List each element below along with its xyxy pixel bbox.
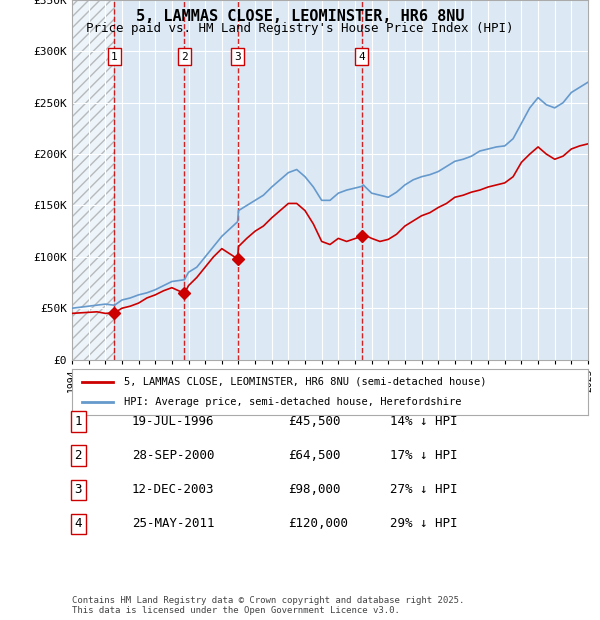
Text: £64,500: £64,500 — [288, 450, 341, 462]
Text: 3: 3 — [234, 51, 241, 61]
Text: 19-JUL-1996: 19-JUL-1996 — [132, 415, 215, 428]
Text: £98,000: £98,000 — [288, 484, 341, 496]
Text: 1: 1 — [111, 51, 118, 61]
Text: 3: 3 — [74, 484, 82, 496]
Text: 12-DEC-2003: 12-DEC-2003 — [132, 484, 215, 496]
Text: 25-MAY-2011: 25-MAY-2011 — [132, 518, 215, 530]
Text: Price paid vs. HM Land Registry's House Price Index (HPI): Price paid vs. HM Land Registry's House … — [86, 22, 514, 35]
Text: 4: 4 — [74, 518, 82, 530]
Text: 5, LAMMAS CLOSE, LEOMINSTER, HR6 8NU (semi-detached house): 5, LAMMAS CLOSE, LEOMINSTER, HR6 8NU (se… — [124, 377, 486, 387]
Text: 28-SEP-2000: 28-SEP-2000 — [132, 450, 215, 462]
Bar — [72, 0, 113, 360]
Text: Contains HM Land Registry data © Crown copyright and database right 2025.
This d: Contains HM Land Registry data © Crown c… — [72, 596, 464, 615]
Text: £120,000: £120,000 — [288, 518, 348, 530]
Text: 2: 2 — [181, 51, 188, 61]
Text: 27% ↓ HPI: 27% ↓ HPI — [390, 484, 458, 496]
Text: 29% ↓ HPI: 29% ↓ HPI — [390, 518, 458, 530]
Text: 1: 1 — [74, 415, 82, 428]
Text: 14% ↓ HPI: 14% ↓ HPI — [390, 415, 458, 428]
Text: £45,500: £45,500 — [288, 415, 341, 428]
Text: 5, LAMMAS CLOSE, LEOMINSTER, HR6 8NU: 5, LAMMAS CLOSE, LEOMINSTER, HR6 8NU — [136, 9, 464, 24]
Text: 2: 2 — [74, 450, 82, 462]
Text: 17% ↓ HPI: 17% ↓ HPI — [390, 450, 458, 462]
Text: HPI: Average price, semi-detached house, Herefordshire: HPI: Average price, semi-detached house,… — [124, 397, 461, 407]
Text: 4: 4 — [358, 51, 365, 61]
